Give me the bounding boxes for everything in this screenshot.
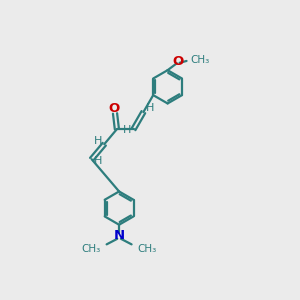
Text: CH₃: CH₃ [81, 244, 101, 254]
Text: O: O [172, 55, 183, 68]
Text: H: H [123, 125, 131, 135]
Text: H: H [146, 103, 154, 113]
Text: H: H [94, 156, 102, 166]
Text: CH₃: CH₃ [191, 56, 210, 65]
Text: H: H [94, 136, 102, 146]
Text: N: N [113, 229, 125, 242]
Text: CH₃: CH₃ [138, 244, 157, 254]
Text: O: O [108, 102, 119, 115]
